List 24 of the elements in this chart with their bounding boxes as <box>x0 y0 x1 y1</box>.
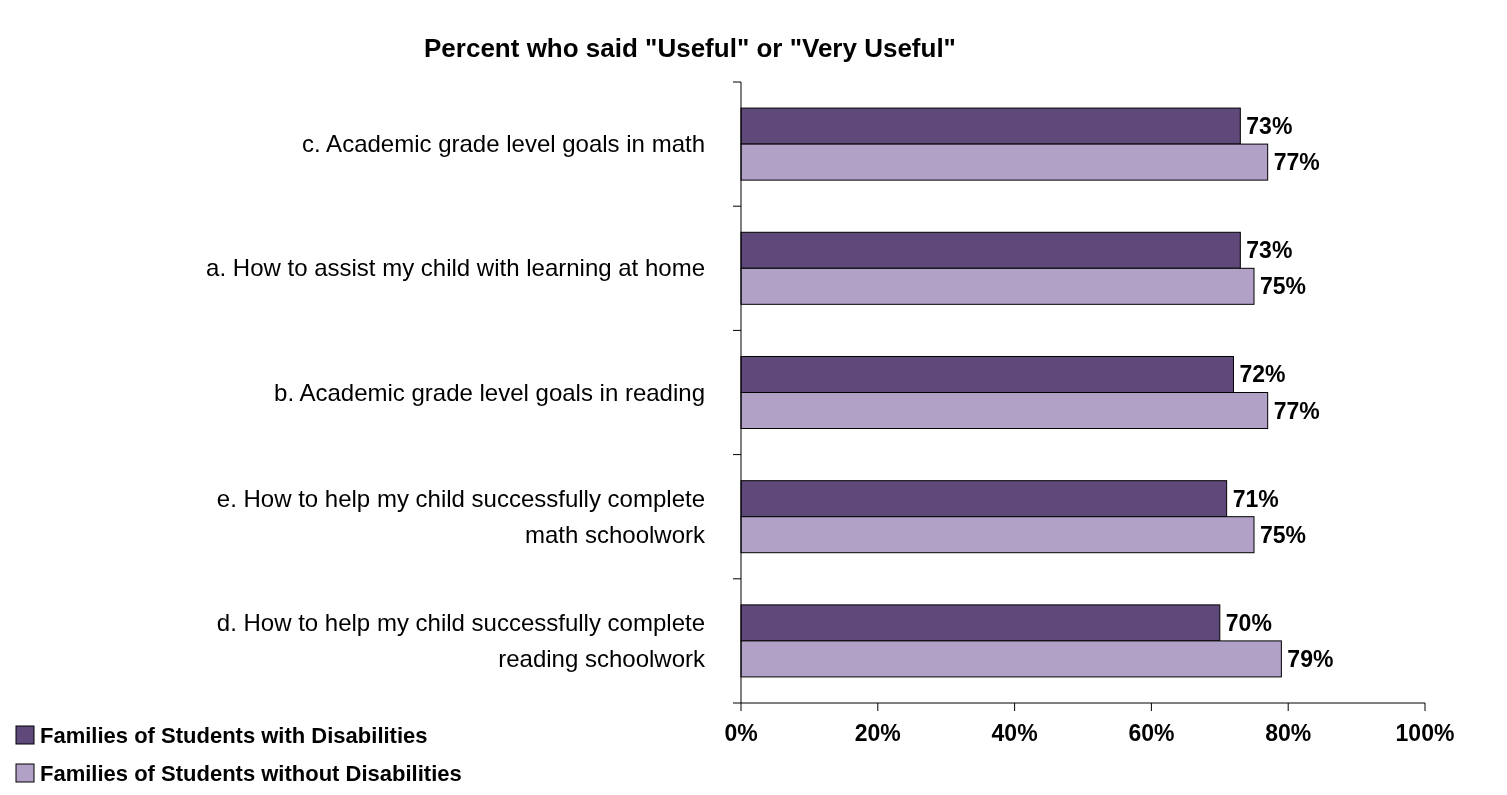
y-tick-label: e. How to help my child successfully complete math schoolwork <box>216 484 706 548</box>
data-label: 72% <box>1239 361 1286 388</box>
data-label: 73% <box>1246 113 1293 140</box>
x-tick-label: 100% <box>1395 720 1455 746</box>
data-label: 73% <box>1246 237 1293 264</box>
legend-label: Families of Students with Disabilities <box>40 723 428 748</box>
y-tick-label: b. Academic grade level goals in reading <box>274 378 705 406</box>
chart-title: Percent who said "Useful" or "Very Useful" <box>424 33 956 63</box>
data-label: 79% <box>1287 645 1334 672</box>
y-tick-label: a. How to assist my child with learning at home <box>206 254 705 282</box>
x-tick-label: 40% <box>991 720 1038 746</box>
x-tick-label: 60% <box>1128 720 1175 746</box>
x-tick-label: 80% <box>1265 720 1312 746</box>
data-label: 70% <box>1225 609 1272 636</box>
y-tick-label: c. Academic grade level goals in math <box>302 130 705 158</box>
x-tick-label: 20% <box>854 720 901 746</box>
data-label: 75% <box>1260 273 1307 300</box>
y-tick-label: d. How to help my child successfully complete reading schoolwork <box>216 608 706 672</box>
data-label: 75% <box>1260 521 1307 548</box>
data-label: 77% <box>1273 149 1320 176</box>
data-label: 71% <box>1232 485 1279 512</box>
data-label: 77% <box>1273 397 1320 424</box>
legend-label: Families of Students without Disabilities <box>40 761 462 786</box>
x-tick-label: 0% <box>724 720 758 746</box>
